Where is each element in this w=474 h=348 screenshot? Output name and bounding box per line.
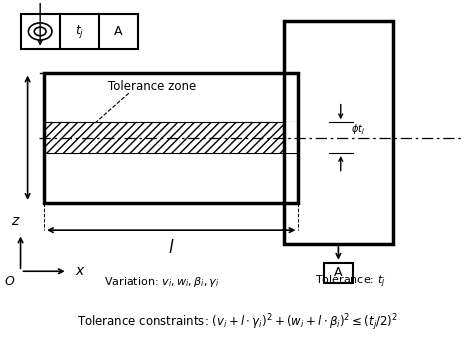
Bar: [284, 21, 392, 244]
Text: Variation: $v_i, w_i, \beta_i, \gamma_i$: Variation: $v_i, w_i, \beta_i, \gamma_i$: [104, 275, 219, 288]
Text: Tolerance zone: Tolerance zone: [108, 80, 197, 93]
Bar: [324, 263, 353, 283]
Text: A: A: [334, 267, 343, 279]
Bar: [284, 122, 392, 153]
Text: $\phi t_j$: $\phi t_j$: [351, 123, 365, 137]
Text: $z$: $z$: [11, 214, 21, 228]
Bar: [44, 73, 298, 203]
Text: A: A: [114, 25, 123, 38]
Text: Tolerance: $t_j$: Tolerance: $t_j$: [315, 273, 385, 290]
Text: Tolerance constraints: $(v_i + l\cdot\gamma_i)^2 + (w_i + l\cdot\beta_i)^2 \leq : Tolerance constraints: $(v_i + l\cdot\ga…: [77, 313, 398, 333]
Text: $t_j$: $t_j$: [75, 23, 84, 40]
Bar: [20, 14, 138, 49]
Text: $O$: $O$: [4, 275, 16, 288]
Text: $l$: $l$: [168, 239, 174, 257]
Bar: [44, 122, 298, 153]
Bar: [44, 73, 298, 203]
Bar: [284, 21, 392, 244]
Bar: [20, 14, 138, 49]
Text: $x$: $x$: [75, 264, 85, 278]
